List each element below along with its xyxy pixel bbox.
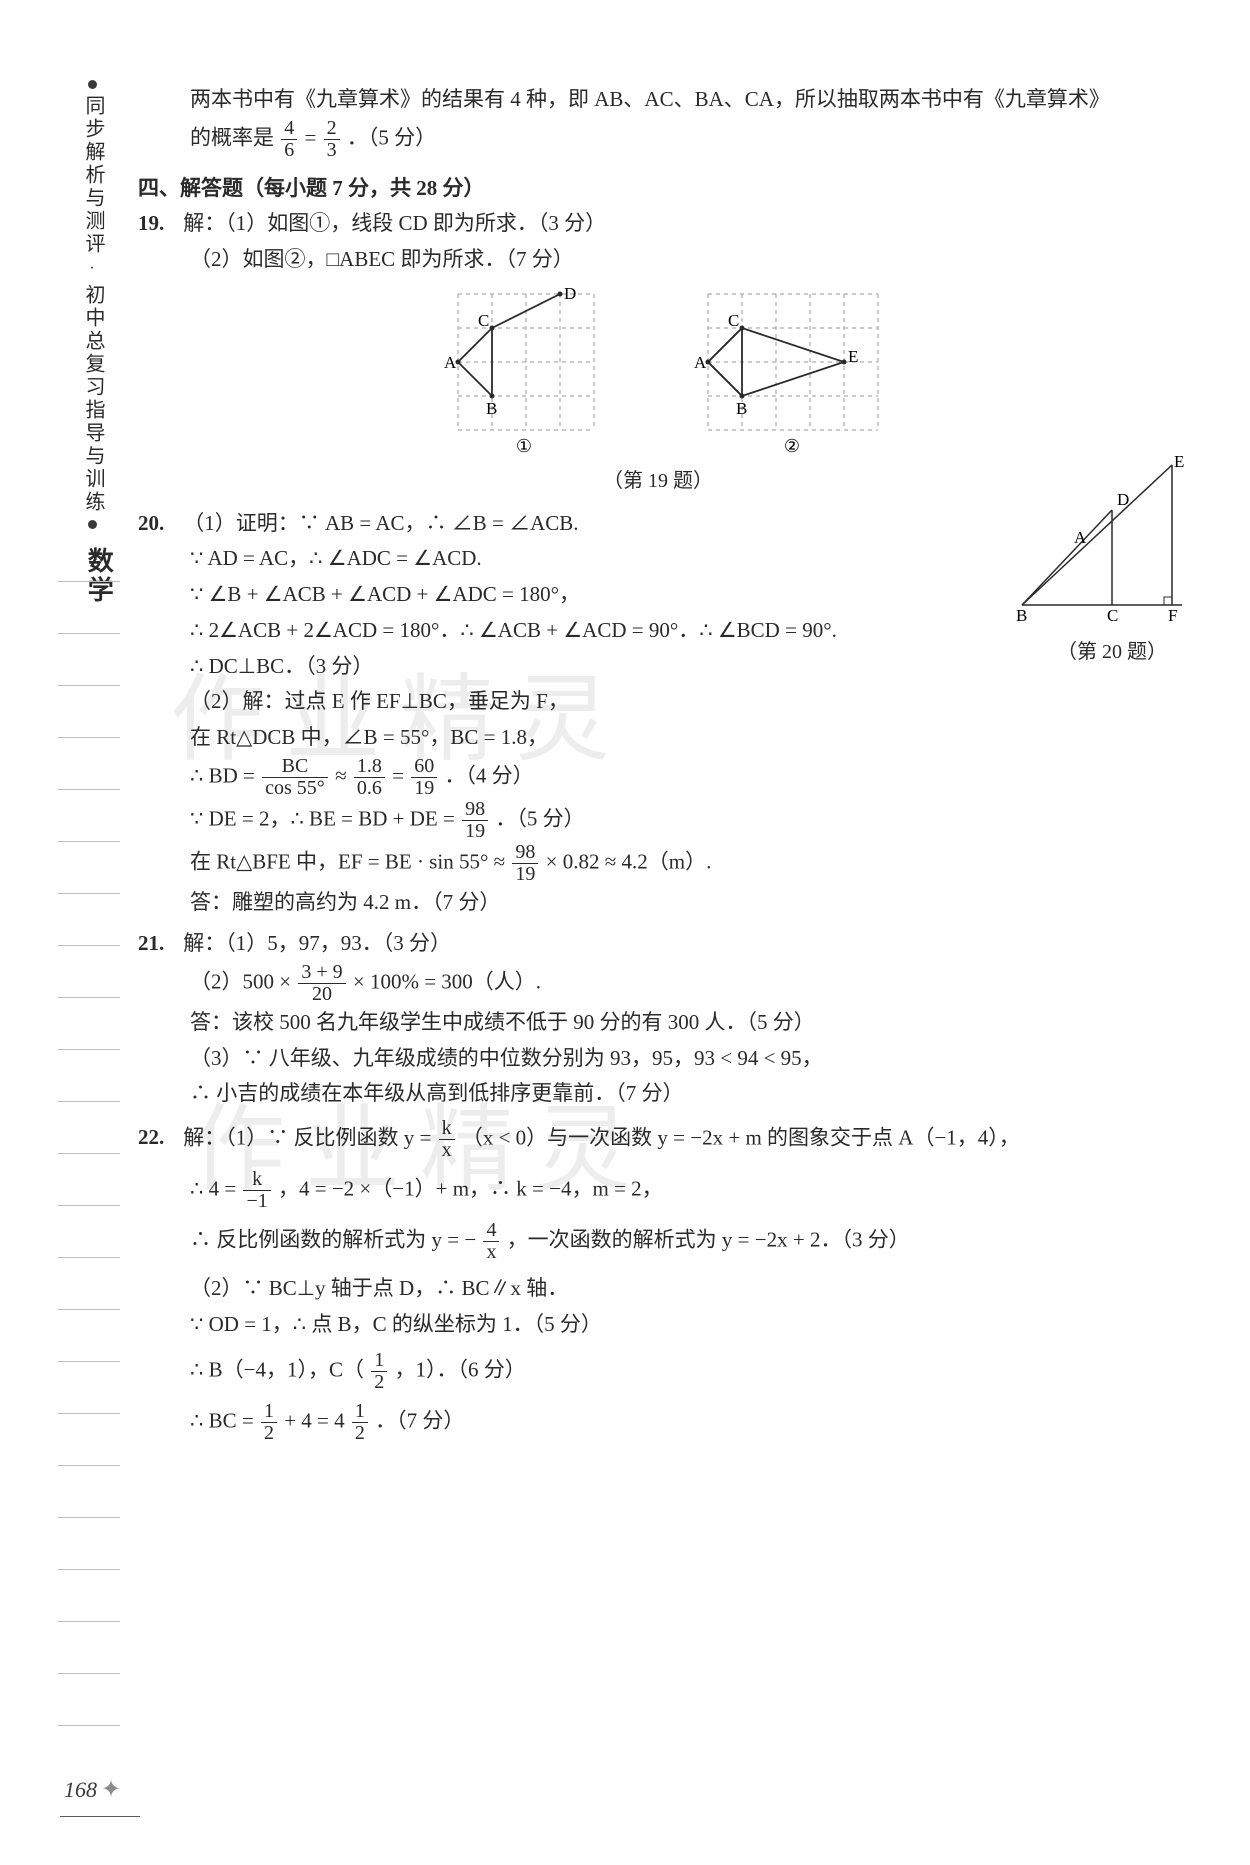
intro-frac1: 4 6 <box>279 118 299 161</box>
sidebar-title-1: 同步解析与测评 <box>76 95 110 256</box>
sidebar-dot-top <box>88 80 97 89</box>
q20-bd: ∴ BD = BCcos 55° ≈ 1.80.6 = 6019 ．（4 分） <box>138 756 1178 799</box>
q20-l0: （1）证明：∵ AB = AC，∴ ∠B = ∠ACB. <box>183 511 578 535</box>
q20: 20. （1）证明：∵ AB = AC，∴ ∠B = ∠ACB. ∵ AD = … <box>138 506 1178 921</box>
q19-caption: （第 19 题） <box>378 464 938 498</box>
q19-num: 19. <box>138 206 178 242</box>
q20-ans: 答：雕塑的高约为 4.2 m．（7 分） <box>138 885 1178 921</box>
sidebar-mid-dot: · <box>78 260 105 280</box>
q20-l3: ∴ 2∠ACB + 2∠ACD = 180°．∴ ∠ACB + ∠ACD = 9… <box>138 613 1178 649</box>
margin-rules <box>58 530 120 1726</box>
q20-l2: ∵ ∠B + ∠ACB + ∠ACD + ∠ADC = 180°， <box>138 577 1178 613</box>
q22-num: 22. <box>138 1120 178 1156</box>
sidebar-title-2: 初中总复习指导与训练 <box>76 284 110 514</box>
q21: 21. 解：（1）5，97，93．（3 分） （2）500 × 3 + 920 … <box>138 926 1178 1112</box>
section-4-title: 四、解答题（每小题 7 分，共 28 分） <box>138 171 1178 207</box>
q22-l3: ∴ 反比例函数的解析式为 y = − 4x ，一次函数的解析式为 y = −2x… <box>138 1220 1178 1263</box>
svg-text:B: B <box>736 399 747 418</box>
q19-figures: A B C D <box>378 288 938 498</box>
svg-text:A: A <box>694 353 707 372</box>
svg-text:B: B <box>486 399 497 418</box>
q19-svg: A B C D <box>378 288 938 458</box>
q19-l1: 解：（1）如图①，线段 CD 即为所求．（3 分） <box>183 211 606 235</box>
q20-ef: 在 Rt△BFE 中，EF = BE · sin 55° ≈ 9819 × 0.… <box>138 842 1178 885</box>
q19-l2: （2）如图②，□ABEC 即为所求．（7 分） <box>138 242 1178 278</box>
svg-text:E: E <box>848 347 858 366</box>
intro-l2-pre: 的概率是 <box>190 125 274 149</box>
sidebar-dot-bottom <box>88 520 97 529</box>
svg-text:A: A <box>444 353 457 372</box>
svg-text:C: C <box>728 311 739 330</box>
page-underline <box>60 1816 140 1817</box>
q21-num: 21. <box>138 926 178 962</box>
intro-line1: 两本书中有《九章算术》的结果有 4 种，即 AB、AC、BA、CA，所以抽取两本… <box>138 82 1178 118</box>
main-content: 两本书中有《九章算术》的结果有 4 种，即 AB、AC、BA、CA，所以抽取两本… <box>138 82 1178 1444</box>
page-number: 168✦ <box>64 1770 121 1811</box>
q20-l6: 在 Rt△DCB 中，∠B = 55°，BC = 1.8， <box>138 720 1178 756</box>
intro-l2-post: ．（5 分） <box>347 125 436 149</box>
svg-text:②: ② <box>784 436 800 456</box>
svg-text:①: ① <box>516 436 532 456</box>
q20-de: ∵ DE = 2，∴ BE = BD + DE = 9819 ．（5 分） <box>138 799 1178 842</box>
q21-l1: 解：（1）5，97，93．（3 分） <box>183 931 451 955</box>
q20-l4: ∴ DC⊥BC．（3 分） <box>138 649 1178 685</box>
q21-l3: 答：该校 500 名九年级学生中成绩不低于 90 分的有 300 人．（5 分） <box>138 1005 1178 1041</box>
q22-l4: （2）∵ BC⊥y 轴于点 D，∴ BC∥x 轴． <box>138 1271 1178 1307</box>
q22-l2: ∴ 4 = k−1 ，4 = −2 ×（−1）+ m，∴ k = −4，m = … <box>138 1169 1178 1212</box>
intro-eq: = <box>305 125 322 149</box>
intro-line2: 的概率是 4 6 = 2 3 ．（5 分） <box>138 118 1178 161</box>
q22-l7: ∴ BC = 12 + 4 = 4 12 ．（7 分） <box>138 1401 1178 1444</box>
q20-num: 20. <box>138 506 178 542</box>
q22-l6: ∴ B（−4，1），C（ 12 ，1）．（6 分） <box>138 1350 1178 1393</box>
intro-frac2: 2 3 <box>322 118 342 161</box>
q20-l1: ∵ AD = AC，∴ ∠ADC = ∠ACD. <box>138 541 1178 577</box>
q21-l4: （3）∵ 八年级、九年级成绩的中位数分别为 93，95，93 < 94 < 95… <box>138 1041 1178 1077</box>
q19: 19. 解：（1）如图①，线段 CD 即为所求．（3 分） （2）如图②，□AB… <box>138 206 1178 497</box>
q20-l5: （2）解：过点 E 作 EF⊥BC，垂足为 F， <box>138 684 1178 720</box>
q22: 22. 解：（1）∵ 反比例函数 y = kx （x < 0）与一次函数 y =… <box>138 1118 1178 1444</box>
q21-l2: （2）500 × 3 + 920 × 100% = 300（人）. <box>138 962 1178 1005</box>
q21-l5: ∴ 小吉的成绩在本年级从高到低排序更靠前．（7 分） <box>138 1076 1178 1112</box>
svg-text:C: C <box>478 311 489 330</box>
page-star-icon: ✦ <box>101 1777 121 1803</box>
q22-l5: ∵ OD = 1，∴ 点 B，C 的纵坐标为 1．（5 分） <box>138 1307 1178 1343</box>
svg-text:D: D <box>564 288 576 303</box>
